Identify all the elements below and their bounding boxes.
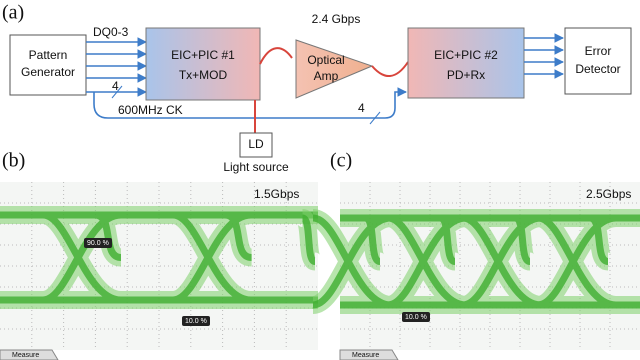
bus-label: DQ0-3	[93, 25, 129, 39]
block-label: Pattern	[29, 48, 68, 62]
block-label: LD	[248, 137, 264, 151]
block-label: PD+Rx	[447, 68, 485, 82]
rate-label: 1.5Gbps	[254, 187, 299, 201]
block-label: EIC+PIC #2	[434, 48, 498, 62]
block-label: Error	[585, 44, 612, 58]
block-label: Amp	[314, 69, 339, 83]
fiber	[372, 62, 408, 76]
tab-label[interactable]: Measure	[352, 352, 379, 359]
marker-label: 90.0 %	[87, 240, 109, 247]
error-detector-box	[565, 28, 631, 94]
bus-width: 4	[112, 79, 119, 93]
block-label: Detector	[575, 62, 620, 76]
output-arrows	[524, 38, 563, 74]
tab-label[interactable]: Measure	[12, 352, 39, 359]
marker-label: 10.0 %	[405, 314, 427, 321]
panel-label: (c)	[330, 150, 352, 172]
eic1-box	[146, 28, 260, 100]
block-label: Tx+MOD	[179, 68, 228, 82]
figure: (a) Pattern Generator DQ0-3 4 600MHz CK …	[0, 0, 640, 360]
eye-diagram	[303, 182, 640, 350]
rate-label: 2.4 Gbps	[312, 12, 361, 26]
block-label: Optical	[307, 53, 344, 67]
fiber	[260, 48, 292, 64]
caption: Light source	[223, 160, 289, 174]
block-label: Generator	[21, 65, 75, 79]
bus-width: 4	[358, 101, 365, 115]
rate-label: 2.5Gbps	[586, 187, 631, 201]
panel-label: (a)	[2, 2, 24, 24]
eic2-box	[408, 28, 524, 98]
block-label: EIC+PIC #1	[171, 48, 235, 62]
marker-label: 10.0 %	[185, 318, 207, 325]
panel-label: (b)	[2, 150, 25, 172]
clock-label: 600MHz CK	[118, 103, 183, 117]
eye-diagram	[0, 182, 318, 350]
